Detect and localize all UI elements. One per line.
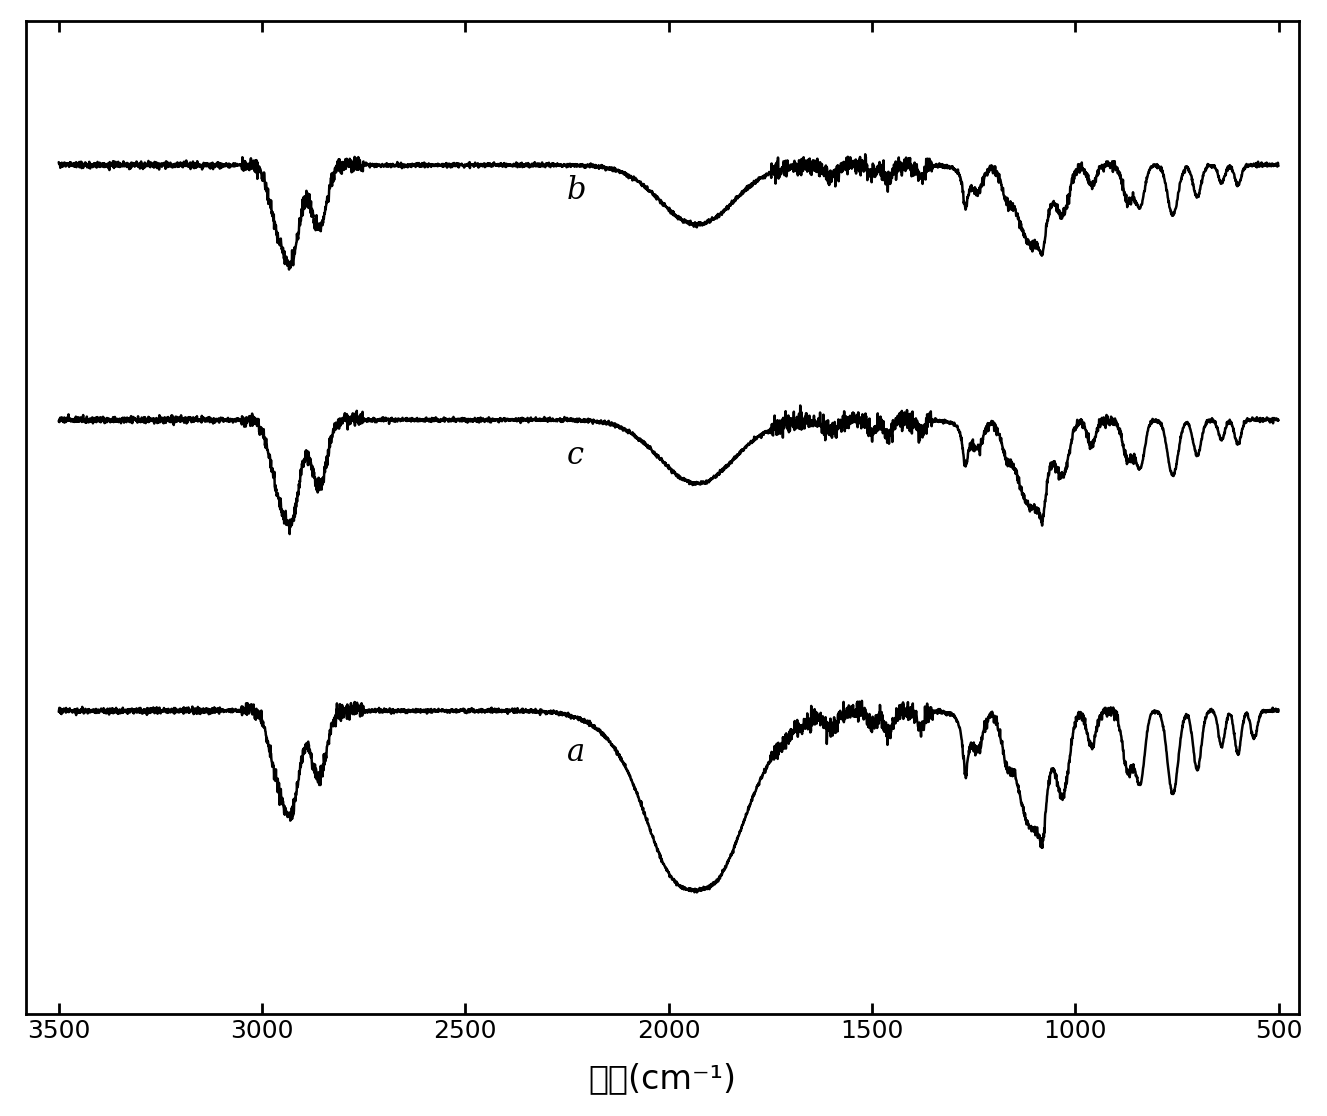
Text: a: a (567, 737, 585, 768)
Text: c: c (567, 440, 584, 471)
Text: b: b (567, 175, 587, 206)
X-axis label: 波数(cm⁻¹): 波数(cm⁻¹) (589, 1062, 736, 1095)
